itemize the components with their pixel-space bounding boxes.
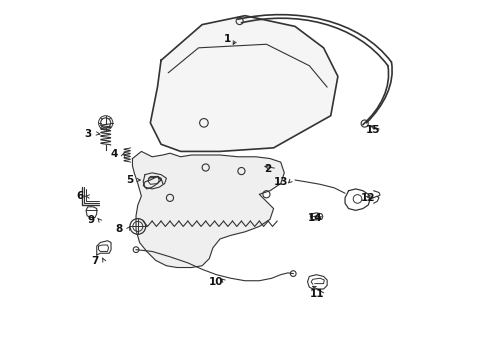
- Text: 5: 5: [126, 175, 134, 185]
- Text: 8: 8: [116, 224, 123, 234]
- Text: 2: 2: [265, 163, 272, 174]
- Text: 14: 14: [307, 213, 322, 223]
- Polygon shape: [150, 16, 338, 152]
- Text: 10: 10: [208, 277, 223, 287]
- Text: 7: 7: [91, 256, 98, 266]
- Text: 1: 1: [223, 34, 231, 44]
- Text: 12: 12: [361, 193, 375, 203]
- Text: 6: 6: [76, 192, 84, 202]
- Text: 15: 15: [366, 125, 380, 135]
- Text: 9: 9: [87, 215, 94, 225]
- Polygon shape: [132, 152, 284, 267]
- Text: 4: 4: [111, 149, 118, 159]
- Text: 11: 11: [310, 289, 324, 299]
- Text: 3: 3: [84, 129, 92, 139]
- Text: 13: 13: [273, 177, 288, 187]
